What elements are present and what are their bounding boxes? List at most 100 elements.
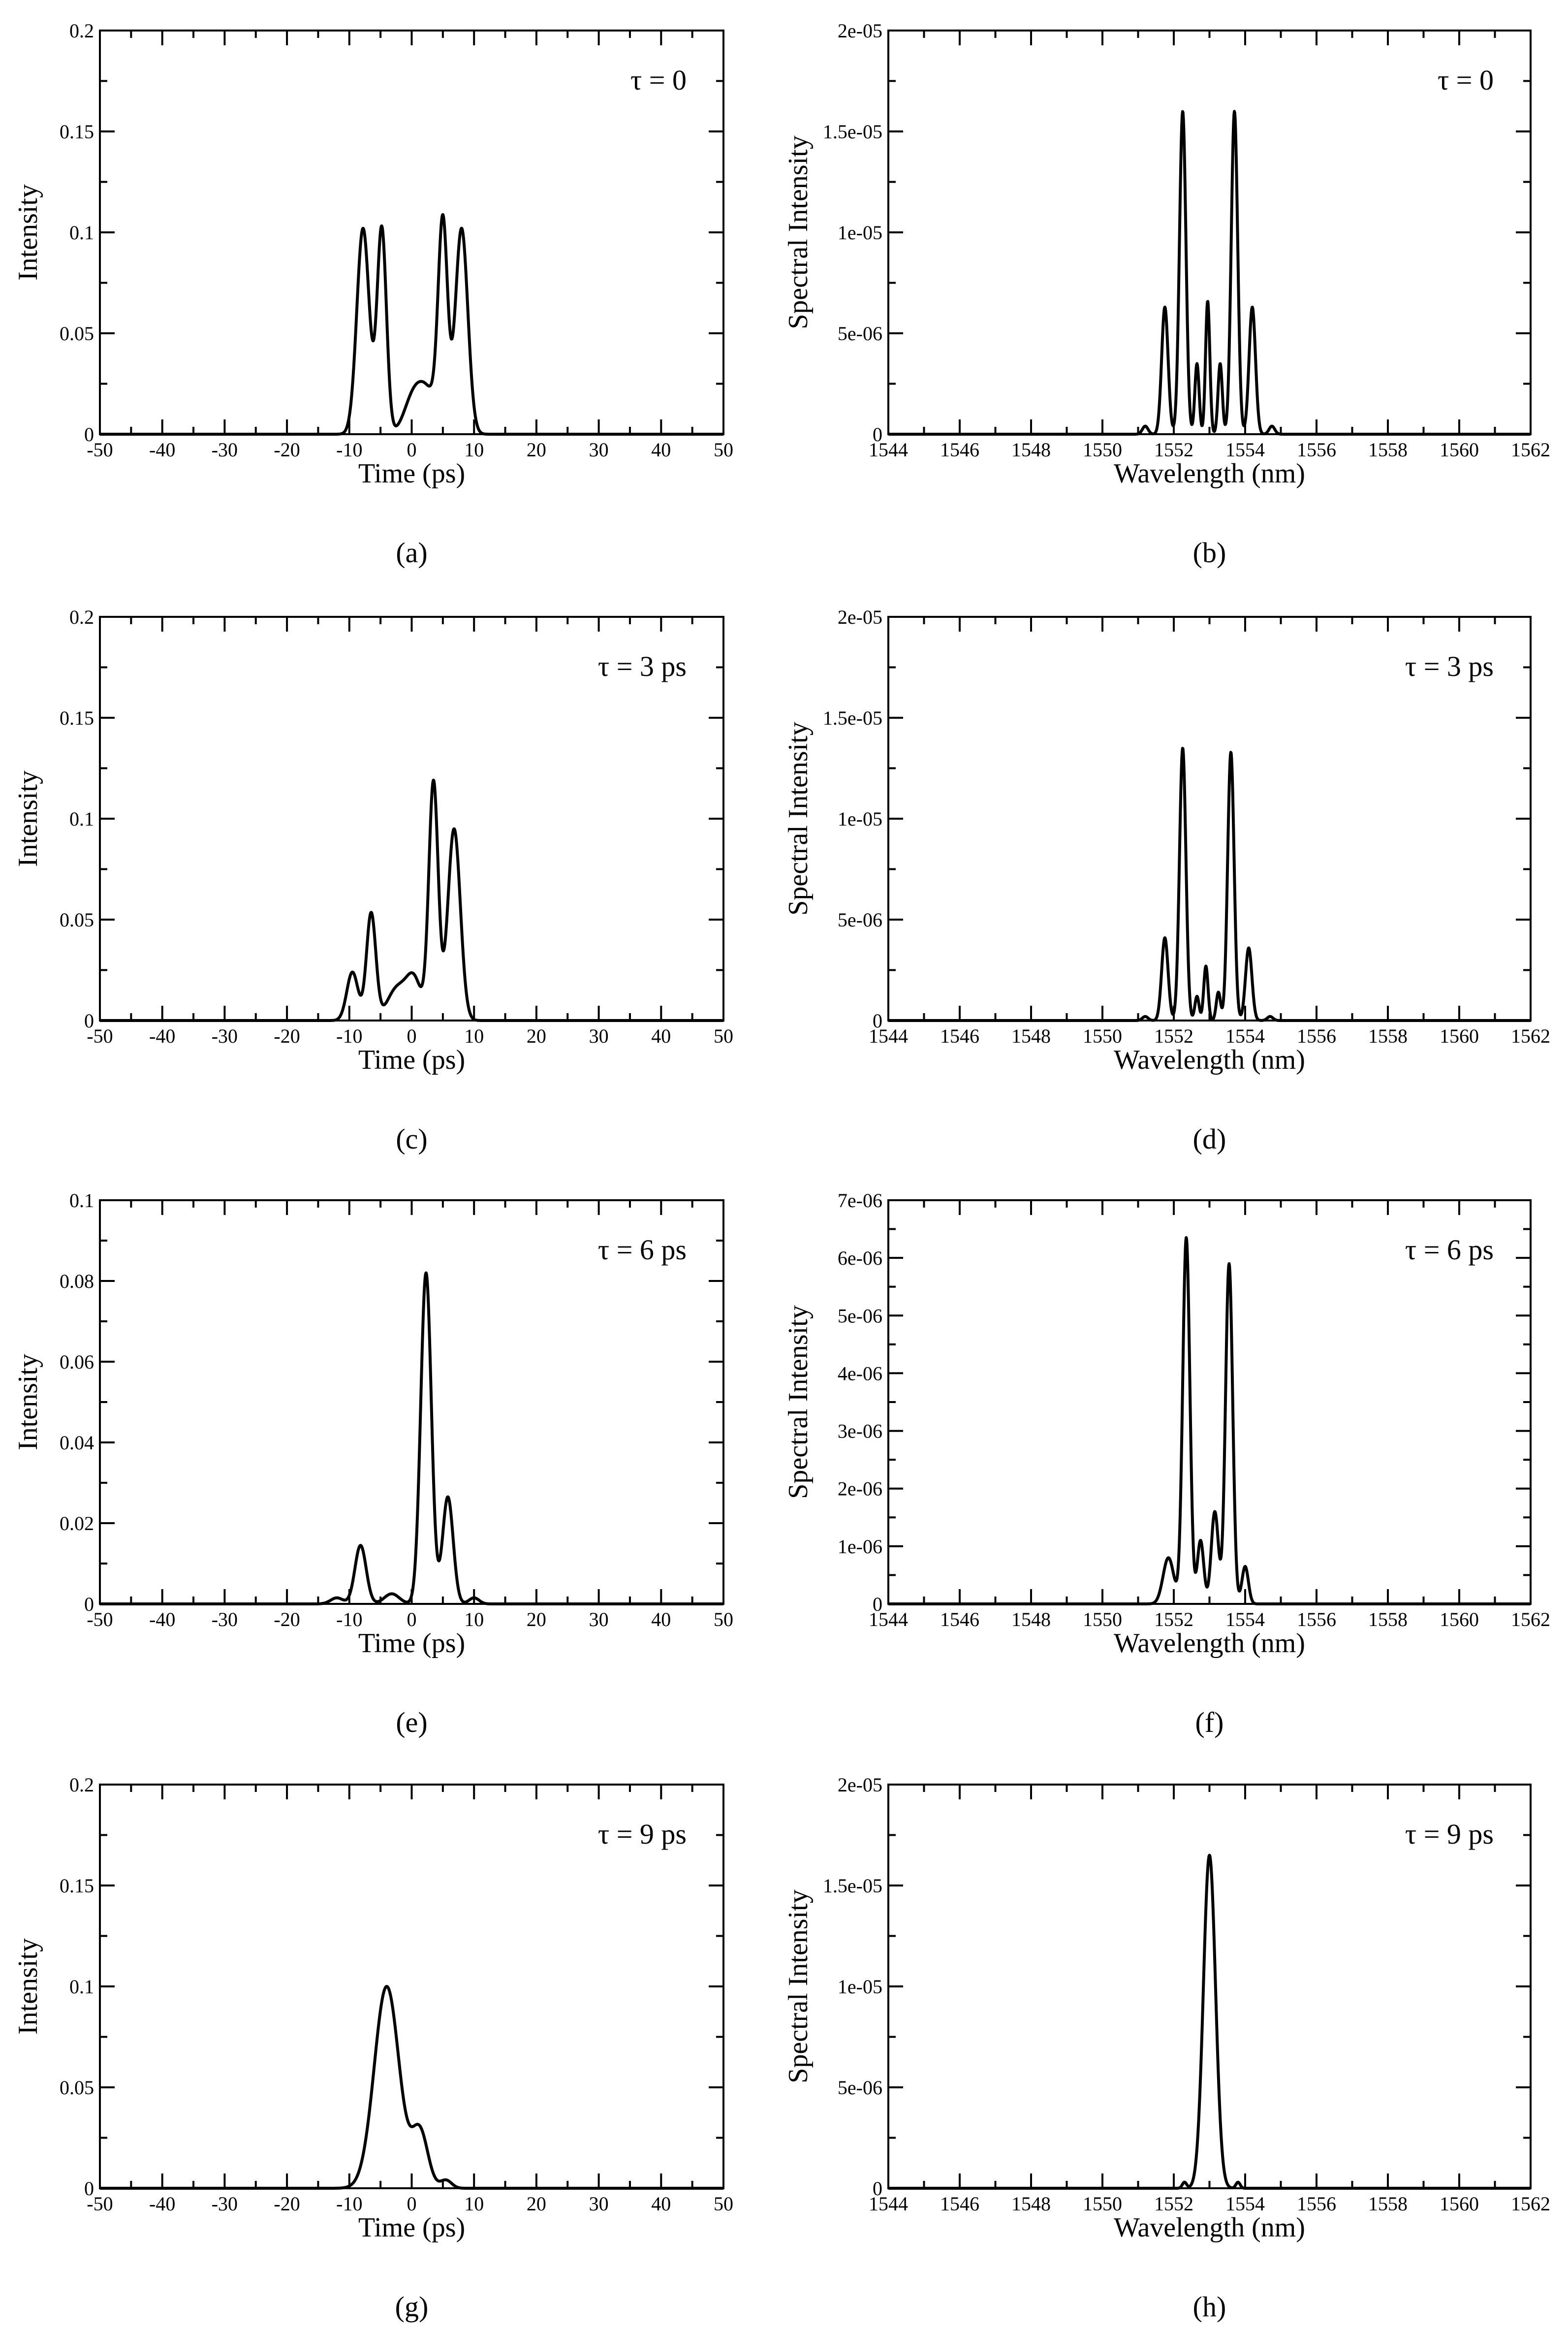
x-tick-label: 1552 [1154,2193,1193,2215]
panel-label: (h) [1193,2291,1226,2323]
y-tick-label: 2e-05 [838,606,882,628]
y-axis-label: Intensity [13,1354,43,1450]
y-tick-label: 0.08 [60,1270,94,1292]
x-tick-label: 20 [527,1025,546,1047]
y-tick-label: 2e-05 [838,20,882,42]
y-tick-label: 7e-06 [838,1189,882,1212]
x-tick-label: -50 [87,1025,113,1047]
y-tick-label: 0.05 [60,909,94,931]
x-tick-label: 1546 [940,1608,979,1630]
y-tick-label: 0 [873,1010,882,1032]
x-tick-label: 1548 [1011,1025,1051,1047]
x-tick-label: 1556 [1297,2193,1336,2215]
x-tick-label: 1550 [1083,1025,1122,1047]
y-tick-label: 5e-06 [838,322,882,345]
y-tick-label: 0 [873,423,882,446]
x-tick-label: 40 [651,1608,671,1630]
x-tick-label: 1544 [869,1025,908,1047]
tau-annotation: τ = 3 ps [598,650,687,682]
x-tick-label: -20 [274,1608,300,1630]
panel-label: (e) [396,1706,427,1738]
y-tick-label: 0.02 [60,1512,94,1534]
x-axis-label: Time (ps) [358,458,465,489]
x-tick-label: 50 [714,439,733,461]
y-tick-label: 0.04 [60,1432,94,1454]
y-axis-label: Spectral Intensity [783,722,814,915]
y-tick-label: 1.5e-05 [823,707,882,729]
x-tick-label: -10 [336,1025,362,1047]
panel-label: (d) [1193,1123,1226,1155]
x-tick-label: 1560 [1440,1608,1479,1630]
x-tick-label: 1560 [1440,439,1479,461]
y-tick-label: 1e-05 [838,222,882,244]
x-tick-label: 20 [527,1608,546,1630]
panel-label: (g) [395,2291,429,2323]
x-tick-label: 1544 [869,1608,908,1630]
x-tick-label: 1556 [1297,1608,1336,1630]
y-tick-label: 0.05 [60,322,94,345]
x-tick-label: 1558 [1368,1608,1408,1630]
x-tick-label: 1552 [1154,1608,1193,1630]
x-tick-label: -10 [336,439,362,461]
y-tick-label: 0.15 [60,1875,94,1897]
x-axis-label: Wavelength (nm) [1114,1045,1305,1075]
y-axis-label: Spectral Intensity [783,1305,814,1499]
tau-annotation: τ = 0 [630,64,687,96]
x-tick-label: -40 [149,1025,175,1047]
x-tick-label: 10 [464,439,484,461]
tau-annotation: τ = 9 ps [1405,1818,1494,1850]
x-tick-label: 0 [407,1025,417,1047]
y-tick-label: 1e-06 [838,1535,882,1558]
x-tick-label: 1562 [1511,439,1550,461]
y-tick-label: 1.5e-05 [823,121,882,143]
series-line-intensity [98,1984,725,2190]
x-tick-label: 1552 [1154,439,1193,461]
x-tick-label: 1546 [940,1025,979,1047]
series-line-intensity [98,213,725,436]
x-axis-label: Time (ps) [358,1628,465,1659]
x-tick-label: 1546 [940,439,979,461]
x-tick-label: 0 [407,2193,417,2215]
x-tick-label: -50 [87,1608,113,1630]
y-axis-label: Spectral Intensity [783,1889,814,2083]
chart-panel-c: -50 -40 -30 -20 -10 0 10 20 30 40 50 0 0.05 0.1 0.15 0.… [13,606,733,1155]
x-tick-label: 30 [589,1025,609,1047]
chart-panel-e: -50 -40 -30 -20 -10 0 10 20 30 40 50 0 0.02 0.04 0.06 0… [13,1189,733,1738]
x-tick-label: 1562 [1511,1608,1550,1630]
x-tick-label: -30 [212,1608,238,1630]
x-tick-label: -20 [274,2193,300,2215]
x-tick-label: -20 [274,439,300,461]
y-tick-label: 0 [873,2177,882,2200]
x-tick-label: 1544 [869,2193,908,2215]
tau-annotation: τ = 3 ps [1405,650,1494,682]
x-tick-label: 1548 [1011,2193,1051,2215]
x-tick-label: 1550 [1083,2193,1122,2215]
x-tick-label: 1558 [1368,2193,1408,2215]
x-tick-label: 1550 [1083,439,1122,461]
y-tick-label: 5e-06 [838,2076,882,2099]
x-tick-label: 1558 [1368,1025,1408,1047]
y-tick-label: 3e-06 [838,1420,882,1442]
x-tick-label: 1560 [1440,1025,1479,1047]
series-line-intensity [98,1271,725,1605]
x-tick-label: 0 [407,439,417,461]
y-tick-label: 0 [873,1593,882,1615]
x-axis-label: Time (ps) [358,2212,465,2243]
panel-label: (c) [396,1123,427,1155]
panels-container: -50 -40 -30 -20 -10 0 10 20 30 40 50 0 0.05 0.1 0.15 0.… [13,20,1550,2323]
x-tick-label: 10 [464,1608,484,1630]
y-tick-label: 0.06 [60,1351,94,1373]
chart-panel-h: 1544 1546 1548 1550 1552 1554 1556 1558 1560 1562… [783,1774,1550,2323]
series-line-spectrum [887,1853,1532,2190]
y-tick-label: 0.1 [69,808,94,830]
x-tick-label: 10 [464,2193,484,2215]
series-line-spectrum [887,746,1532,1022]
x-tick-label: 20 [527,439,546,461]
x-tick-label: -10 [336,2193,362,2215]
x-tick-label: -20 [274,1025,300,1047]
x-tick-label: -40 [149,2193,175,2215]
y-axis-label: Spectral Intensity [783,135,814,329]
y-tick-label: 1.5e-05 [823,1875,882,1897]
x-tick-label: 40 [651,439,671,461]
